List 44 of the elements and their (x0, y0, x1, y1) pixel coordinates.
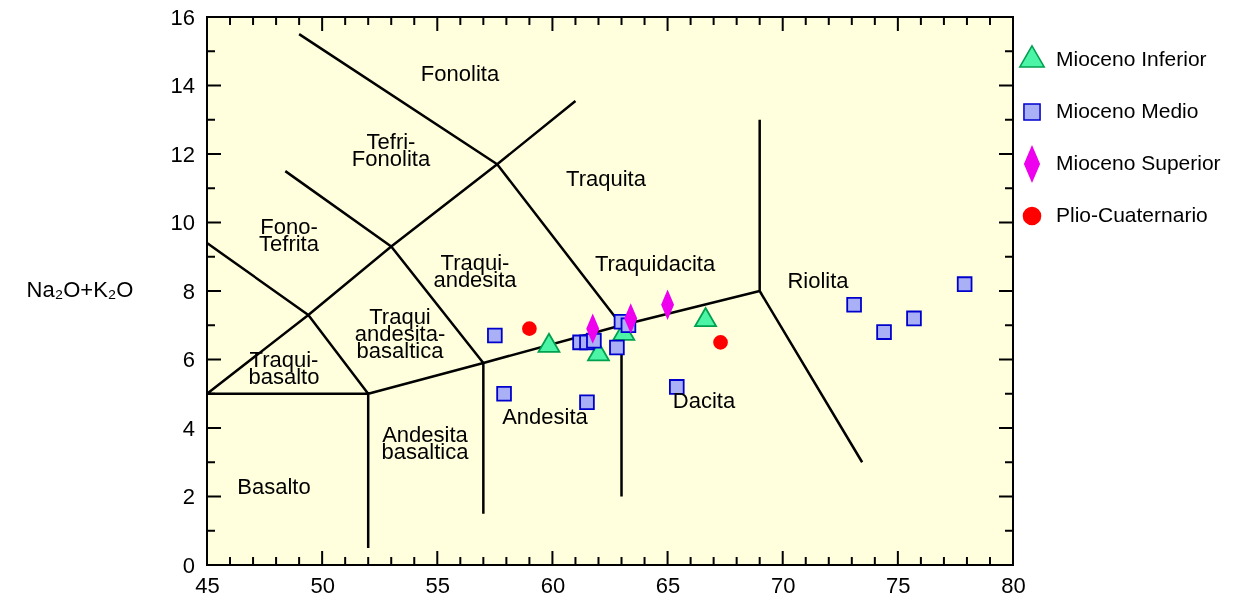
point (846, 296, 862, 313)
annotation: Traqui- basalto (248, 347, 320, 390)
annotation: Fono- Tefrita (259, 214, 320, 257)
x-tick-label: 50 (310, 572, 335, 598)
x-tick-label: 80 (1001, 572, 1026, 598)
annotation: Andesita (502, 403, 589, 429)
legend-label: Mioceno Superior (1056, 150, 1221, 174)
y-tick-label: 8 (182, 278, 195, 304)
annotation: Dacita (672, 387, 736, 413)
x-tick-label: 65 (655, 572, 681, 598)
annotation: Andesita basaltica (381, 422, 470, 465)
y-tick-label: 6 (182, 347, 195, 373)
annotation: Tefri- Fonolita (351, 129, 431, 172)
y-axis-title: Na₂O+K₂O (26, 276, 134, 302)
y-tick-label: 16 (170, 4, 195, 30)
point (522, 321, 537, 336)
y-tick-label: 0 (182, 552, 195, 578)
y-tick-label: 4 (182, 415, 195, 441)
annotation: Traqui- andesita (433, 250, 518, 293)
annotation: Fonolita (420, 60, 500, 86)
y-tick-label: 2 (182, 484, 195, 510)
point (609, 339, 625, 356)
y-tick-label: 10 (170, 210, 195, 236)
legend-label: Mioceno Inferior (1056, 46, 1207, 70)
x-tick-label: 55 (425, 572, 451, 598)
x-tick-label: 45 (195, 572, 220, 598)
legend-label: Mioceno Medio (1056, 98, 1199, 122)
y-tick-label: 14 (170, 73, 195, 99)
annotation: Traqui andesita- basaltica (354, 303, 446, 363)
point (876, 324, 892, 340)
x-tick-label: 70 (770, 572, 796, 598)
point (906, 310, 922, 327)
y-tick-label: 12 (170, 141, 195, 167)
point (496, 385, 512, 402)
annotation: Riolita (787, 267, 850, 293)
legend-label: Plio-Cuaternario (1056, 202, 1208, 226)
point (487, 327, 503, 344)
annotation: Traquidacita (594, 250, 716, 276)
point (713, 335, 728, 350)
annotation: Basalto (237, 473, 311, 499)
annotation: Traquita (566, 165, 647, 191)
point (956, 276, 973, 292)
x-tick-label: 75 (886, 572, 911, 598)
x-tick-label: 60 (540, 572, 566, 598)
